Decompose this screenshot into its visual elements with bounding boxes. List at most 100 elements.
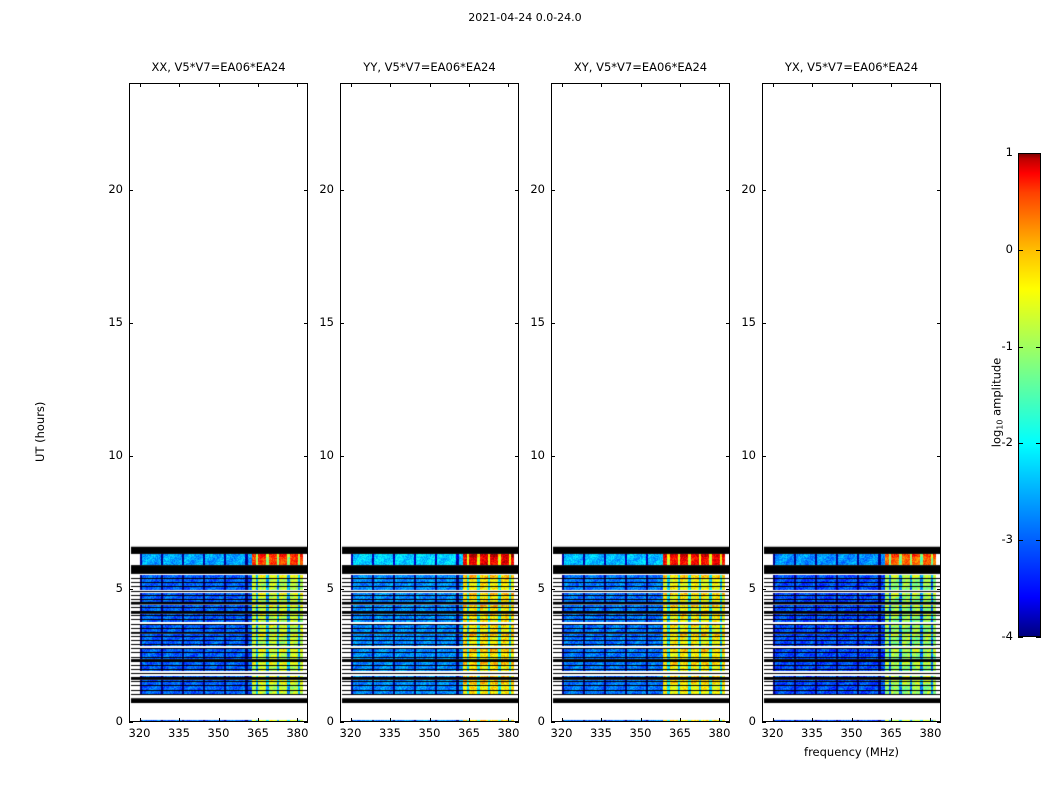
y-tick-label: 15 [741,314,756,329]
x-tick-mark [350,83,352,87]
x-tick-mark [429,718,431,722]
y-tick-mark [304,722,308,723]
x-tick-label: 350 [629,726,652,740]
y-tick-label: 20 [530,181,545,196]
x-tick-mark [257,718,259,722]
y-tick-mark [340,455,344,457]
x-tick-label: 350 [418,726,441,740]
x-tick-mark [139,83,141,87]
heatmap-yy [341,84,518,721]
y-tick-label: 5 [748,580,756,595]
y-tick-mark [551,722,555,723]
x-tick-mark [139,718,141,722]
colorbar[interactable] [1018,153,1041,637]
colorbar-tick-mark [1036,540,1041,542]
colorbar-title-subscript: 10 [995,419,1005,430]
x-tick-mark [851,718,853,722]
x-tick-mark [812,83,813,87]
x-tick-label: 320 [339,726,362,740]
x-tick-mark [468,83,470,87]
y-tick-mark [515,455,519,457]
colorbar-title-main: log [989,429,1004,448]
x-tick-label: 320 [550,726,573,740]
x-tick-mark [508,718,510,722]
colorbar-tick-mark [1018,540,1023,542]
colorbar-tick-mark [1036,443,1041,445]
x-tick-label: 365 [880,726,902,740]
x-tick-mark [561,718,563,722]
x-tick-mark [179,718,180,722]
y-tick-mark [129,722,133,723]
y-tick-mark [726,189,730,191]
heatmap-xy [552,84,729,721]
x-tick-mark [851,83,853,87]
y-tick-mark [304,588,308,590]
y-tick-label: 10 [530,447,545,462]
heatmap-canvas [130,84,307,721]
y-tick-mark [340,322,344,324]
y-tick-mark [551,455,555,457]
y-tick-label: 10 [741,447,756,462]
x-tick-mark [429,83,431,87]
x-tick-label: 320 [761,726,784,740]
x-tick-label: 335 [590,726,612,740]
x-tick-mark [640,83,642,87]
x-tick-mark [218,718,220,722]
x-tick-label: 320 [128,726,151,740]
y-tick-label: 20 [319,181,334,196]
colorbar-tick-label: -4 [1001,629,1013,643]
y-tick-mark [937,455,941,457]
y-tick-label: 0 [537,714,545,728]
colorbar-tick-mark [1018,249,1023,251]
x-tick-mark [468,718,470,722]
x-tick-mark [297,83,299,87]
y-tick-mark [937,588,941,590]
colorbar-tick-mark [1036,346,1041,348]
x-tick-label: 380 [497,726,520,740]
y-tick-label: 10 [108,447,123,462]
x-tick-mark [257,83,259,87]
y-tick-mark [726,322,730,324]
x-tick-label: 365 [669,726,691,740]
x-tick-label: 335 [168,726,190,740]
colorbar-tick-label: -1 [1001,338,1013,353]
y-tick-mark [515,722,519,723]
y-tick-mark [515,322,519,324]
x-tick-mark [679,718,681,722]
y-tick-mark [726,455,730,457]
y-tick-mark [304,322,308,324]
heatmap-canvas [341,84,518,721]
panel-xy[interactable] [551,83,730,722]
x-tick-mark [508,83,510,87]
x-tick-label: 365 [458,726,480,740]
y-tick-label: 20 [108,181,123,196]
x-tick-mark [890,718,892,722]
panel-yy[interactable] [340,83,519,722]
panel-title-yy: YY, V5*V7=EA06*EA24 [363,60,496,74]
x-tick-mark [719,718,721,722]
y-tick-mark [515,189,519,191]
y-tick-mark [304,455,308,457]
x-tick-mark [930,83,932,87]
y-tick-mark [762,189,766,191]
y-tick-label: 0 [748,714,756,728]
y-tick-mark [726,588,730,590]
x-tick-label: 350 [840,726,863,740]
x-tick-label: 380 [286,726,309,740]
colorbar-tick-label: 1 [1005,145,1013,159]
panel-xx[interactable] [129,83,308,722]
panel-title-xy: XY, V5*V7=EA06*EA24 [573,60,708,74]
x-tick-mark [601,718,602,722]
y-tick-mark [937,722,941,723]
y-tick-mark [937,189,941,191]
y-tick-mark [726,722,730,723]
x-tick-label: 335 [801,726,823,740]
panel-yx[interactable] [762,83,941,722]
y-tick-mark [937,322,941,324]
x-tick-mark [297,718,299,722]
colorbar-tick-label: -2 [1001,435,1013,450]
y-tick-mark [762,722,766,723]
x-axis-label: frequency (MHz) [804,745,899,759]
x-tick-mark [561,83,563,87]
y-tick-label: 0 [326,714,334,728]
